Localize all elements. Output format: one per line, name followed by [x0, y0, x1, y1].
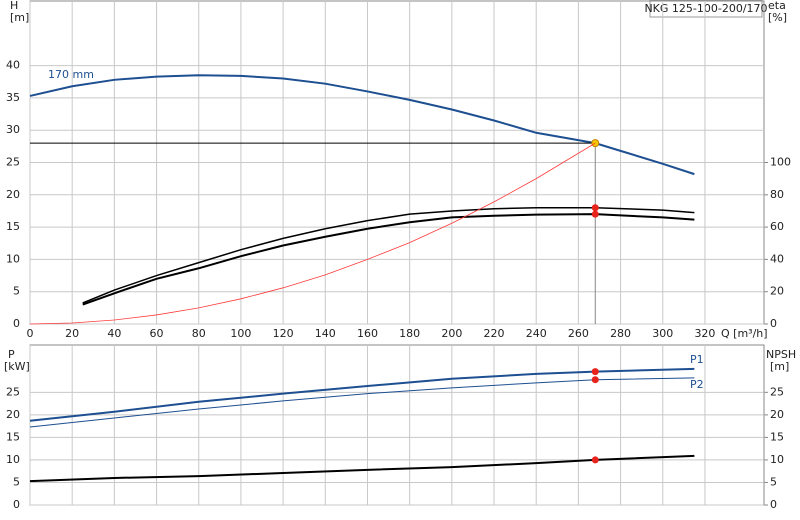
y-tick-label: 20	[6, 408, 20, 421]
y2-tick-label: 15	[770, 430, 784, 443]
y-tick-label: 20	[6, 188, 20, 201]
y-tick-label: 40	[6, 59, 20, 72]
y-tick-label: 15	[6, 220, 20, 233]
curve	[82, 213, 695, 306]
y2-tick-label: 5	[770, 475, 777, 488]
y-axis-unit: [kW]	[4, 360, 30, 373]
y2-tick-label: 20	[770, 408, 784, 421]
y2-tick-label: 60	[770, 220, 784, 233]
x-tick-label: 300	[652, 327, 673, 340]
x-tick-label: 0	[27, 327, 34, 340]
y2-tick-label: 20	[770, 285, 784, 298]
curve	[29, 142, 596, 325]
y-tick-label: 25	[6, 156, 20, 169]
series-label: P2	[690, 378, 704, 391]
x-tick-label: 60	[150, 327, 164, 340]
y2-axis-unit: [m]	[770, 360, 789, 373]
x-tick-label: 160	[357, 327, 378, 340]
chart-title: NKG 125-100-200/170	[644, 2, 767, 15]
y-tick-label: 15	[6, 430, 20, 443]
operating-point	[591, 204, 599, 212]
x-tick-label: 260	[568, 327, 589, 340]
x-tick-label: 200	[441, 327, 462, 340]
x-axis-label: Q [m³/h]	[721, 327, 768, 340]
y2-tick-label: 0	[770, 498, 777, 511]
y-tick-label: 30	[6, 123, 20, 136]
x-tick-label: 80	[192, 327, 206, 340]
operating-point	[591, 368, 599, 376]
x-tick-label: 100	[230, 327, 251, 340]
y-axis-label: H	[10, 0, 18, 12]
y-tick-label: 0	[13, 317, 20, 330]
y-axis-label: P	[8, 348, 15, 361]
series-label: 170 mm	[48, 68, 94, 81]
curve	[29, 367, 695, 422]
y2-tick-label: 100	[770, 156, 791, 169]
curve	[29, 454, 695, 483]
y-tick-label: 25	[6, 385, 20, 398]
y-tick-label: 5	[13, 285, 20, 298]
y2-tick-label: 10	[770, 453, 784, 466]
y2-tick-label: 0	[770, 317, 777, 330]
curve	[29, 74, 695, 176]
y-tick-label: 5	[13, 475, 20, 488]
x-tick-label: 120	[273, 327, 294, 340]
y2-axis-label: NPSH	[766, 348, 796, 361]
y2-tick-label: 80	[770, 188, 784, 201]
x-tick-label: 20	[65, 327, 79, 340]
y-tick-label: 0	[13, 498, 20, 511]
x-tick-label: 220	[484, 327, 505, 340]
series-label: P1	[690, 353, 704, 366]
y2-tick-label: 25	[770, 385, 784, 398]
y2-axis-unit: [%]	[768, 11, 787, 24]
curve	[82, 206, 695, 304]
x-tick-label: 320	[694, 327, 715, 340]
y-tick-label: 10	[6, 252, 20, 265]
x-tick-label: 240	[526, 327, 547, 340]
title-box	[649, 0, 763, 18]
x-tick-label: 180	[399, 327, 420, 340]
y-tick-label: 35	[6, 91, 20, 104]
operating-point	[591, 456, 599, 464]
y-axis-unit: [m]	[10, 11, 29, 24]
x-tick-label: 40	[107, 327, 121, 340]
y2-axis-label: eta	[768, 0, 786, 12]
y-tick-label: 10	[6, 453, 20, 466]
y2-tick-label: 40	[770, 252, 784, 265]
x-tick-label: 140	[315, 327, 336, 340]
curve	[29, 377, 695, 428]
operating-point	[591, 210, 599, 218]
x-tick-label: 280	[610, 327, 631, 340]
operating-point	[591, 376, 599, 384]
